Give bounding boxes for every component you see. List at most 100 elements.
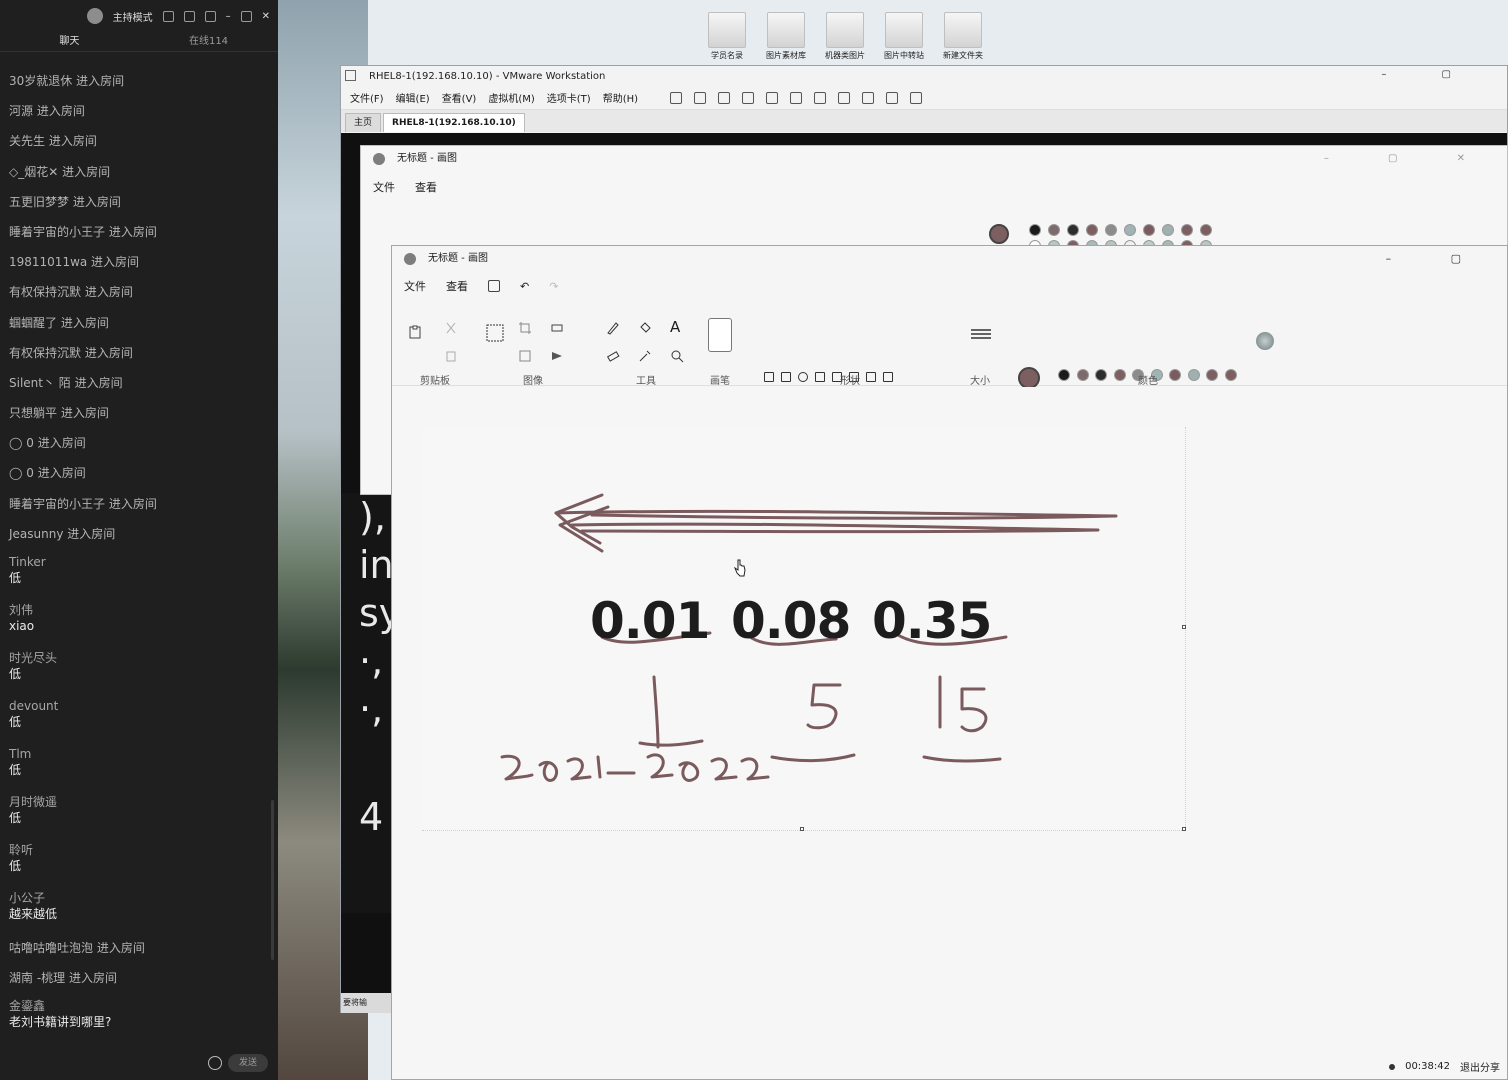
magnifier-icon[interactable] [670,348,684,363]
copy-icon[interactable] [444,348,458,362]
color-swatch[interactable] [1124,224,1136,236]
curve-shape-icon[interactable] [781,372,791,382]
resize-handle[interactable] [800,827,804,831]
color-swatch[interactable] [1029,224,1041,236]
color-swatch[interactable] [1105,224,1117,236]
library-icon[interactable] [790,91,803,104]
menu-file[interactable]: 文件 [373,181,395,194]
settings-icon[interactable] [162,10,174,22]
right-triangle-shape-icon[interactable] [883,372,893,382]
color-swatch[interactable] [1224,369,1237,381]
color-swatch[interactable] [1113,369,1126,381]
tab-home[interactable]: 主页 [345,113,382,132]
stretch-icon[interactable] [910,91,923,104]
line-shape-icon[interactable] [764,372,774,382]
color-swatch[interactable] [1048,224,1060,236]
color-swatch[interactable] [1169,369,1181,381]
chat-message: 小公子 越来越低 [0,885,270,933]
minimize-icon[interactable]: – [225,10,231,22]
tab-online[interactable]: 在线114 [188,36,229,47]
color-swatch[interactable] [1058,369,1070,381]
color-swatch[interactable] [1143,224,1155,236]
chat-scrollbar[interactable] [271,800,274,960]
send-button[interactable]: 发送 [228,1054,268,1072]
color-swatch[interactable] [1187,369,1200,381]
eraser-icon[interactable] [606,348,620,362]
rectangle-shape-icon[interactable] [815,372,825,382]
oval-shape-icon[interactable] [798,372,808,382]
menu-view[interactable]: 查看 [415,181,437,194]
color-swatch[interactable] [1076,369,1089,381]
select-icon[interactable] [486,324,504,342]
resize-handle[interactable] [1182,625,1186,629]
snapshot-manager-icon[interactable] [766,91,779,104]
close-icon[interactable]: ✕ [261,10,270,22]
menu-help[interactable]: 帮助(H) [602,94,639,105]
host-avatar[interactable] [86,8,103,24]
emoji-icon[interactable] [208,1056,222,1070]
resize-handle[interactable] [1182,827,1186,831]
pencil-icon[interactable] [606,320,620,335]
triangle-shape-icon[interactable] [866,372,876,382]
drawing-canvas[interactable]: 0.01 0.08 0.35 1 5 15 2021-2022 [422,427,1186,831]
restore-snapshot-icon[interactable] [742,91,755,104]
color-swatch[interactable] [1150,369,1163,381]
unity-icon[interactable] [862,91,875,104]
window-controls[interactable]: – ▢ [1381,69,1477,80]
resize-icon[interactable] [550,320,564,334]
thumbnail-icon[interactable] [814,91,827,104]
rounded-rectangle-shape-icon[interactable] [832,372,842,382]
cut-icon[interactable] [444,320,458,334]
window-controls[interactable]: – ▢ [1385,252,1489,265]
window-controls[interactable]: – ▢ ✕ [1323,153,1493,164]
polygon-shape-icon[interactable] [849,372,859,382]
color-picker-icon[interactable] [638,348,652,362]
menu-tabs[interactable]: 选项卡(T) [546,94,591,105]
redo-icon[interactable]: ↷ [549,279,559,293]
crop-icon[interactable] [518,320,532,334]
fill-icon[interactable] [638,320,652,334]
desktop-icon[interactable]: 新建文件夹 [942,12,984,61]
group-label-shapes: 形状 [840,376,860,387]
pause-icon[interactable] [670,91,683,104]
console-icon[interactable] [886,91,899,104]
maximize-icon[interactable] [240,10,252,22]
menu-vm[interactable]: 虚拟机(M) [488,94,535,105]
undo-icon[interactable]: ↶ [520,279,530,293]
fullscreen-icon[interactable] [838,91,851,104]
menu-view[interactable]: 查看(V) [441,94,477,105]
size-icon[interactable] [970,326,992,340]
menu-file[interactable]: 文件 [404,280,426,293]
menu-file[interactable]: 文件(F) [350,94,384,105]
save-icon[interactable] [488,280,500,292]
color-swatch[interactable] [1132,369,1144,381]
snapshot-icon[interactable] [718,91,731,104]
color-swatch[interactable] [1067,224,1079,236]
primary-color-swatch[interactable] [989,224,1009,244]
edit-colors-icon[interactable] [1256,332,1274,350]
send-keys-icon[interactable] [694,91,707,104]
exit-share-button[interactable]: 退出分享 [1460,1063,1500,1074]
desktop-icon[interactable]: 图片素材库 [765,12,807,61]
tab-chat[interactable]: 聊天 [59,36,80,47]
menu-icon[interactable] [204,10,216,22]
menu-edit[interactable]: 编辑(E) [395,94,430,105]
color-swatch[interactable] [1181,224,1193,236]
color-swatch[interactable] [1200,224,1212,236]
paste-icon[interactable] [408,324,422,339]
tab-rhel8[interactable]: RHEL8-1(192.168.10.10) [383,113,525,132]
color-swatch[interactable] [1086,224,1098,236]
desktop-icon[interactable]: 机器类图片 [824,12,866,61]
color-swatch[interactable] [1206,369,1218,381]
text-icon[interactable]: A [670,318,681,336]
desktop-icon[interactable]: 学员名录 [706,12,748,61]
brushes-icon[interactable] [708,318,732,352]
rotate-icon[interactable] [550,348,564,362]
color-swatch[interactable] [1162,224,1174,236]
image-resize-icon[interactable] [518,348,532,362]
color-swatch[interactable] [1095,369,1107,381]
desktop-icon[interactable]: 图片中转站 [883,12,925,61]
menu-view[interactable]: 查看 [446,280,468,293]
primary-color[interactable] [1018,367,1040,389]
popout-icon[interactable] [183,10,195,22]
